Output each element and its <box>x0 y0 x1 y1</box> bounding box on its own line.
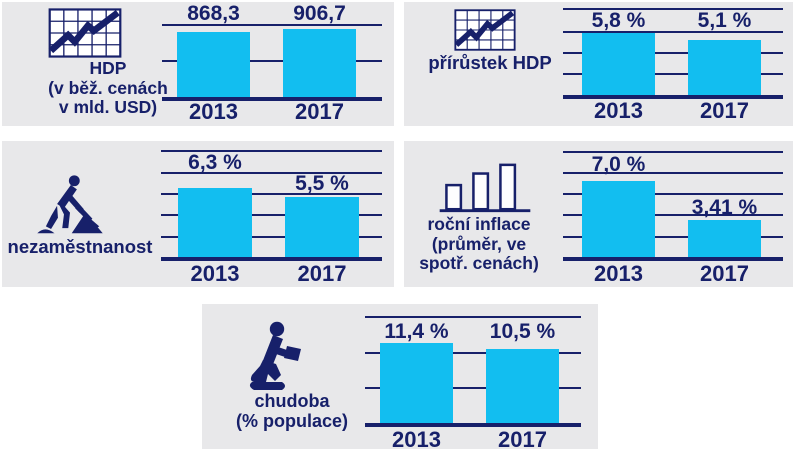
panel-chudoba-label: chudoba (% populace) <box>208 391 376 431</box>
panel-hdp-label: HDP (v běž. cenách v mld. USD) <box>8 58 208 118</box>
panel-rocni-inflace-label: roční inflace (průměr, ve spotř. cenách) <box>404 214 554 274</box>
value-label: 5,8 % <box>591 9 646 32</box>
category-label: 2013 <box>594 98 643 123</box>
bar-chart-icon <box>438 161 532 215</box>
chart-gridline <box>563 31 783 33</box>
chart-gridline <box>365 387 581 389</box>
label-line: spotř. cenách) <box>419 253 539 273</box>
chart-baseline <box>563 257 783 261</box>
label-line: HDP <box>89 58 127 78</box>
chart-baseline <box>161 257 382 261</box>
chart-gridline <box>365 352 581 354</box>
chart-gridline <box>563 151 783 153</box>
bar-2017 <box>486 349 559 426</box>
value-label: 5,5 % <box>295 172 349 195</box>
category-label: 2017 <box>498 427 547 452</box>
bar-2013 <box>380 343 453 426</box>
value-label: 6,3 % <box>188 151 242 174</box>
chart-grid-icon <box>48 8 122 58</box>
label-line: v mld. USD) <box>58 97 158 117</box>
category-label: 2013 <box>189 99 238 124</box>
value-label: 11,4 % <box>384 320 449 343</box>
label-line: nezaměstnanost <box>7 236 153 257</box>
category-label: 2017 <box>295 99 344 124</box>
rocni-inflace-bar-chart: 7,0 % 2013 3,41 % 2017 <box>404 141 793 287</box>
value-label: 868,3 <box>187 2 240 25</box>
bar-2017 <box>688 40 761 98</box>
bar-2017 <box>688 220 761 260</box>
chart-gridline <box>563 172 783 174</box>
value-label: 10,5 % <box>489 320 556 343</box>
chart-gridline <box>365 316 581 318</box>
prirustek-hdp-bar-chart: 5,8 % 2013 5,1 % 2017 <box>404 2 793 126</box>
chart-gridline <box>563 214 783 216</box>
chart-gridline <box>162 60 382 62</box>
chart-gridline <box>161 150 382 152</box>
panel-rocni-inflace: roční inflace (průměr, ve spotř. cenách)… <box>404 141 793 287</box>
digger-icon <box>32 173 108 235</box>
label-line: (průměr, ve <box>431 233 527 254</box>
value-label: 3,41 % <box>691 196 758 219</box>
chart-grid-icon <box>453 9 517 51</box>
value-label: 906,7 <box>293 2 346 25</box>
panel-hdp: HDP (v běž. cenách v mld. USD) 868,3 2013… <box>2 2 394 126</box>
chart-gridline <box>563 193 783 195</box>
chart-gridline <box>563 236 783 238</box>
nezamestnanost-bar-chart: 6,3 % 2013 5,5 % 2017 <box>2 141 394 287</box>
panel-prirustek-hdp-label: přírůstek HDP <box>404 53 576 73</box>
label-line: chudoba <box>254 391 330 411</box>
hdp-bar-chart: 868,3 2013 906,7 2017 <box>2 2 394 126</box>
chart-gridline <box>161 214 382 216</box>
category-label: 2013 <box>190 261 240 286</box>
chart-gridline <box>563 73 783 75</box>
category-label: 2013 <box>392 427 441 452</box>
bar-2013 <box>177 32 250 100</box>
chart-gridline <box>162 24 382 26</box>
chart-gridline <box>161 236 382 238</box>
value-label: 7,0 % <box>591 153 646 176</box>
chart-gridline <box>563 52 783 54</box>
panel-nezamestnanost-label: nezaměstnanost <box>2 237 158 257</box>
chart-baseline <box>563 95 783 99</box>
label-line: roční inflace <box>427 214 531 234</box>
bar-2013 <box>178 188 252 260</box>
category-label: 2017 <box>297 261 347 286</box>
chart-gridline <box>161 193 382 195</box>
panel-nezamestnanost: nezaměstnanost 6,3 % 2013 5,5 % 2017 <box>2 141 394 287</box>
category-label: 2017 <box>700 261 749 286</box>
chart-gridline <box>161 172 382 174</box>
panel-prirustek-hdp: přírůstek HDP 5,8 % 2013 5,1 % 2017 <box>404 2 793 126</box>
bar-2013 <box>582 181 655 260</box>
label-line: (v běž. cenách <box>48 77 168 98</box>
chudoba-bar-chart: 11,4 % 2013 10,5 % 2017 <box>202 304 598 452</box>
value-label: 5,1 % <box>697 9 752 32</box>
bar-2013 <box>582 33 655 98</box>
bar-2017 <box>285 197 359 260</box>
kneeling-person-icon <box>242 320 306 396</box>
bar-2017 <box>283 29 356 100</box>
chart-baseline <box>365 423 581 427</box>
category-label: 2013 <box>594 261 643 286</box>
panel-chudoba: chudoba (% populace) 11,4 % 2013 10,5 % 201… <box>202 304 598 452</box>
category-label: 2017 <box>700 98 749 123</box>
label-line: (% populace) <box>235 410 348 431</box>
chart-baseline <box>162 97 382 101</box>
chart-gridline <box>563 8 783 10</box>
label-line: přírůstek HDP <box>428 52 552 73</box>
